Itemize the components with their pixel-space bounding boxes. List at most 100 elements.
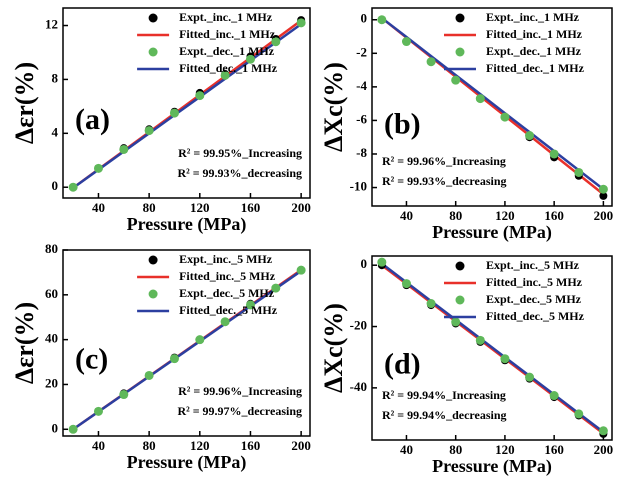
data-point [296, 265, 306, 275]
y-tick-label: 40 [45, 331, 58, 346]
x-tick-label: 160 [544, 442, 564, 457]
legend-label: Fitted_dec._1 MHz [179, 61, 278, 75]
data-point [475, 335, 485, 345]
x-tick-label: 80 [143, 438, 156, 453]
data-point [296, 18, 306, 28]
x-tick-label: 160 [241, 200, 261, 215]
data-point [401, 279, 411, 289]
y-tick-label: -4 [356, 78, 367, 93]
legend-swatch [148, 47, 158, 57]
legend-swatch [148, 13, 158, 23]
x-tick-label: 80 [449, 208, 462, 223]
legend-label: Fitted_inc._5 MHz [179, 269, 276, 283]
y-axis-label: ΔXc(%) [319, 303, 348, 393]
panel-label: (b) [384, 108, 421, 141]
legend-label: Expt._dec._1 MHz [179, 44, 275, 58]
x-tick-label: 120 [495, 442, 515, 457]
x-tick-label: 40 [92, 200, 105, 215]
annotation: R² = 99.93%_decreasing [382, 174, 507, 188]
data-point [169, 354, 179, 364]
y-tick-label: 20 [45, 375, 58, 390]
legend-label: Fitted_inc._1 MHz [486, 27, 583, 41]
x-tick-label: 120 [495, 208, 515, 223]
annotation: R² = 99.97%_decreasing [177, 404, 302, 418]
legend-swatch [455, 261, 465, 271]
annotation: R² = 99.93%_decreasing [177, 166, 302, 180]
panel-label: (a) [75, 103, 110, 136]
data-point [220, 70, 230, 80]
x-axis-label: Pressure (MPa) [432, 456, 552, 477]
annotation: R² = 99.94%_Increasing [382, 388, 506, 402]
fit-line [72, 269, 302, 431]
y-tick-label: 0 [52, 178, 59, 193]
plot-frame [62, 7, 311, 199]
legend-label: Expt._inc._5 MHz [179, 252, 273, 266]
y-tick-label: 12 [45, 17, 58, 32]
data-point [451, 75, 461, 85]
y-axis-label: ΔXc(%) [319, 62, 348, 152]
y-tick-label: -40 [350, 379, 367, 394]
data-point [598, 426, 608, 436]
data-point [574, 409, 584, 419]
y-tick-label: 80 [45, 241, 58, 256]
y-tick-label: 4 [52, 124, 59, 139]
data-point [119, 144, 129, 154]
annotation: R² = 99.96%_Increasing [178, 384, 302, 398]
legend-swatch [455, 295, 465, 305]
x-axis-label: Pressure (MPa) [127, 214, 247, 235]
legend-label: Fitted_dec._5 MHz [179, 303, 278, 317]
x-tick-label: 80 [143, 200, 156, 215]
legend-swatch [148, 255, 158, 265]
data-point [475, 94, 485, 104]
y-tick-label: 0 [361, 256, 368, 271]
y-tick-label: -10 [350, 179, 367, 194]
y-tick-label: 60 [45, 286, 58, 301]
fit-line [72, 23, 302, 189]
plot-frame [371, 255, 613, 441]
data-point [598, 184, 608, 194]
panel-label: (d) [384, 347, 421, 380]
y-tick-label: -6 [356, 111, 367, 126]
data-point [525, 372, 535, 382]
x-tick-label: 40 [92, 438, 105, 453]
y-axis-label: Δεr(%) [10, 302, 39, 384]
x-tick-label: 40 [400, 442, 413, 457]
y-axis-label: Δεr(%) [10, 62, 39, 144]
data-point [68, 182, 78, 192]
legend-label: Expt._dec._5 MHz [486, 292, 582, 306]
data-point [169, 108, 179, 118]
y-tick-label: -2 [356, 44, 367, 59]
data-point [271, 283, 281, 293]
legend-label: Fitted_dec._1 MHz [486, 61, 585, 75]
legend-label: Fitted_inc._1 MHz [179, 27, 276, 41]
data-point [245, 300, 255, 310]
data-point [93, 163, 103, 173]
data-point [93, 406, 103, 416]
data-point [599, 191, 608, 200]
legend-label: Expt._inc._1 MHz [486, 10, 580, 24]
legend-label: Expt._inc._1 MHz [179, 10, 273, 24]
x-tick-label: 200 [291, 438, 311, 453]
legend-swatch [148, 289, 158, 299]
data-point [220, 317, 230, 327]
data-point [195, 335, 205, 345]
x-tick-label: 160 [241, 438, 261, 453]
legend-label: Expt._dec._1 MHz [486, 44, 582, 58]
data-point [144, 370, 154, 380]
x-tick-label: 120 [190, 200, 210, 215]
legend-label: Fitted_dec._5 MHz [486, 309, 585, 323]
y-tick-label: 0 [52, 420, 59, 435]
data-point [195, 91, 205, 101]
x-tick-label: 200 [594, 208, 614, 223]
data-point [426, 57, 436, 67]
x-tick-label: 80 [449, 442, 462, 457]
data-point [271, 37, 281, 47]
data-point [68, 424, 78, 434]
data-point [245, 54, 255, 64]
y-tick-label: -20 [350, 318, 367, 333]
data-point [401, 37, 411, 47]
data-point [549, 149, 559, 159]
legend-label: Expt._dec._5 MHz [179, 286, 275, 300]
x-tick-label: 40 [400, 208, 413, 223]
